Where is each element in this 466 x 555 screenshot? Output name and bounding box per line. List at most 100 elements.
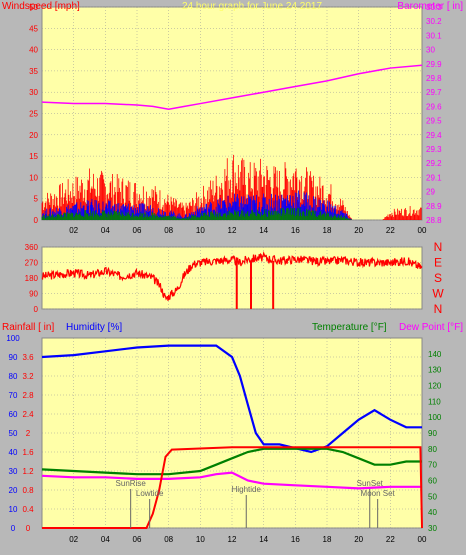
x-tick-label: 04 (101, 535, 110, 544)
rain-tick-label: 1.2 (22, 467, 34, 476)
rain-tick-label: 2 (26, 429, 31, 438)
y2-tick-label: 29.4 (426, 131, 442, 140)
x-tick-label: 04 (101, 226, 110, 235)
y-tick-label: 15 (29, 152, 38, 161)
barometer-line (41, 64, 423, 111)
y-tick-label: 0 (34, 305, 39, 314)
x-tick-label: 00 (418, 226, 427, 235)
rain-tick-label: 0.8 (22, 486, 34, 495)
marker-label: SunRise (116, 479, 147, 488)
humidity-tick-label: 50 (9, 429, 18, 438)
y-tick-label: 180 (25, 274, 39, 283)
y2-tick-label: 30 (426, 46, 435, 55)
y-tick-label: 50 (29, 3, 38, 12)
rain-ylabel: Rainfall [ in] (2, 322, 54, 333)
y-tick-label: 5 (34, 195, 39, 204)
y2-tick-label: 30.2 (426, 17, 442, 26)
compass-label: W (432, 287, 444, 301)
humidity-tick-label: 70 (9, 391, 18, 400)
x-tick-label: 20 (354, 535, 363, 544)
humidity-tick-label: 60 (9, 410, 18, 419)
x-tick-label: 12 (228, 226, 237, 235)
temp-tick-label: 140 (428, 350, 442, 359)
temp-tick-label: 70 (428, 461, 437, 470)
y-tick-label: 40 (29, 46, 38, 55)
rain-tick-label: 0 (26, 524, 31, 533)
compass-label: S (434, 271, 442, 285)
wind-barometer-panel: Windspeed [mph] 24 hour graph for June 2… (2, 1, 463, 235)
direction-trace (41, 250, 423, 301)
y2-tick-label: 29.2 (426, 159, 442, 168)
humidity-tick-label: 40 (9, 448, 18, 457)
x-tick-label: 14 (259, 226, 268, 235)
temp-tick-label: 30 (428, 524, 437, 533)
y2-tick-label: 28.8 (426, 216, 442, 225)
temp-tick-label: 90 (428, 429, 437, 438)
wind-y2label: Barometer [ in] (397, 1, 463, 12)
rain-tick-label: 1.6 (22, 448, 34, 457)
marker-label: Hightide (232, 485, 262, 494)
rain-tick-label: 0.4 (22, 505, 34, 514)
y-tick-label: 30 (29, 88, 38, 97)
dewpoint-ylabel: Dew Point [°F] (399, 322, 463, 333)
temp-tick-label: 40 (428, 508, 437, 517)
y2-tick-label: 29.8 (426, 74, 442, 83)
y-tick-label: 35 (29, 67, 38, 76)
y2-tick-label: 29.1 (426, 173, 442, 182)
humidity-tick-label: 30 (9, 467, 18, 476)
humidity-line (41, 344, 422, 454)
x-tick-label: 10 (196, 226, 205, 235)
y2-tick-label: 30.3 (426, 3, 442, 12)
x-tick-label: 02 (69, 226, 78, 235)
temp-tick-label: 110 (428, 397, 441, 406)
y-tick-label: 45 (29, 24, 38, 33)
y-tick-label: 360 (25, 243, 39, 252)
rain-tick-label: 2.4 (22, 410, 34, 419)
y-tick-label: 25 (29, 110, 38, 119)
y-tick-label: 270 (25, 259, 39, 268)
temp-tick-label: 50 (428, 492, 437, 501)
dewpoint-line (41, 471, 422, 490)
y-tick-label: 90 (29, 290, 38, 299)
y2-tick-label: 30.1 (426, 31, 442, 40)
y-tick-label: 20 (29, 131, 38, 140)
y-tick-label: 10 (29, 173, 38, 182)
temperature-line (41, 447, 422, 476)
x-tick-label: 14 (259, 535, 268, 544)
temperature-ylabel: Temperature [°F] (312, 322, 387, 333)
y2-tick-label: 29.5 (426, 117, 442, 126)
y2-tick-label: 29.7 (426, 88, 442, 97)
direction-panel: 0 N 90 W 180 S 270 E 360 N (25, 240, 445, 316)
x-tick-label: 20 (354, 226, 363, 235)
x-tick-label: 08 (164, 226, 173, 235)
x-tick-label: 18 (323, 535, 332, 544)
y2-tick-label: 29.9 (426, 60, 442, 69)
temp-tick-label: 60 (428, 477, 437, 486)
rain-tick-label: 2.8 (22, 391, 34, 400)
x-tick-label: 06 (133, 226, 142, 235)
x-tick-label: 12 (228, 535, 237, 544)
x-tick-label: 06 (133, 535, 142, 544)
y-tick-label: 0 (34, 216, 39, 225)
x-tick-label: 18 (323, 226, 332, 235)
humidity-tick-label: 10 (9, 505, 18, 514)
temp-tick-label: 80 (428, 445, 437, 454)
humidity-ylabel: Humidity [%] (66, 322, 122, 333)
x-tick-label: 02 (69, 535, 78, 544)
y2-tick-label: 29.3 (426, 145, 442, 154)
temp-tick-label: 130 (428, 366, 442, 375)
humidity-tick-label: 0 (11, 524, 16, 533)
humidity-tick-label: 90 (9, 353, 18, 362)
humidity-tick-label: 20 (9, 486, 18, 495)
x-tick-label: 22 (386, 535, 395, 544)
y2-tick-label: 28.9 (426, 202, 442, 211)
temp-tick-label: 100 (428, 413, 442, 422)
y2-tick-label: 29.6 (426, 102, 442, 111)
temp-tick-label: 120 (428, 382, 442, 391)
marker-label: Moon Set (361, 489, 396, 498)
wind-title: 24 hour graph for June 24 2017 (182, 1, 323, 12)
x-tick-label: 16 (291, 226, 300, 235)
marker-label: SunSet (357, 479, 384, 488)
compass-label: N (434, 302, 443, 316)
